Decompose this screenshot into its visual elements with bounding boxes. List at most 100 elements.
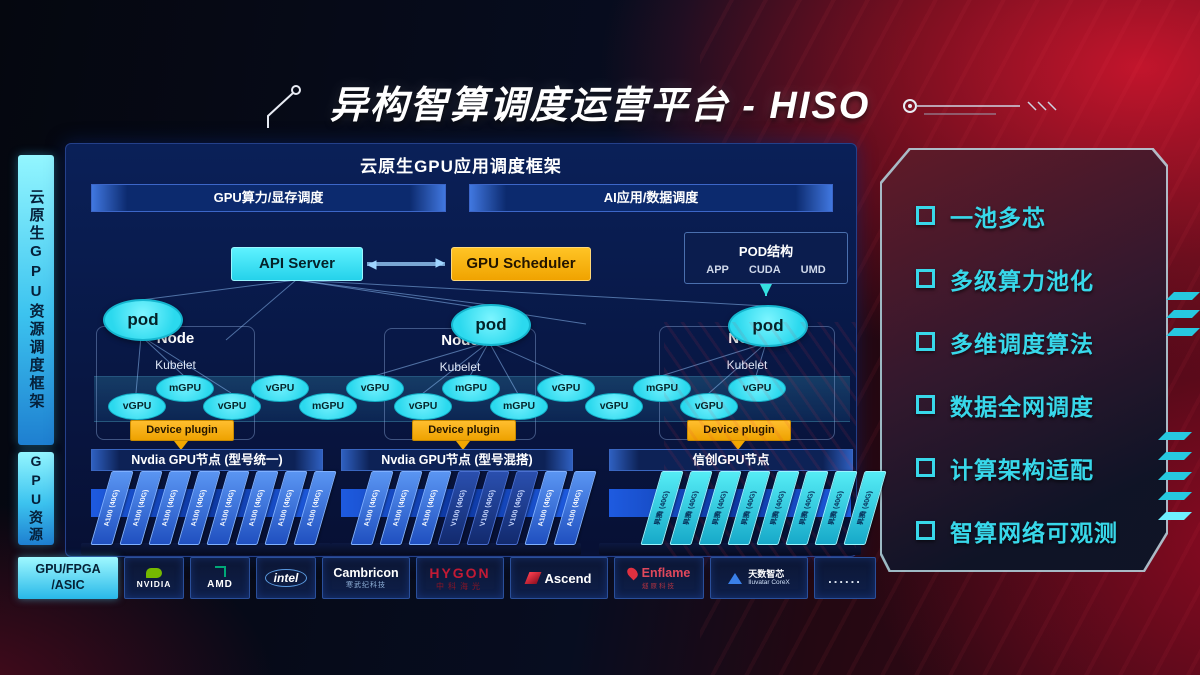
kubelet-label: Kubelet (439, 360, 481, 374)
pod-structure-item-cuda: CUDA (748, 263, 781, 276)
vendor-name: 天数智芯 (748, 569, 785, 580)
feature-item: 多级算力池化 (916, 247, 1168, 310)
gpu-unit-ellipse: vGPU (108, 393, 166, 420)
square-bullet-icon (916, 521, 935, 540)
subbar-ai-data-scheduling: AI应用/数据调度 (469, 184, 833, 212)
vendor-name: AMD (207, 579, 233, 590)
feature-label: 多维调度算法 (950, 330, 1094, 357)
vendor-cambricon: Cambricon 寒武纪科技 (322, 557, 410, 599)
feature-label: 智算网络可观测 (950, 519, 1118, 546)
pod-structure-item-umd: UMD (800, 263, 826, 276)
gpu-unit-ellipse: vGPU (394, 393, 452, 420)
kubelet-label: Kubelet (726, 358, 768, 372)
square-bullet-icon (916, 206, 935, 225)
pod-structure-item-app: APP (706, 263, 729, 276)
pod-ellipse-1: pod (103, 299, 183, 341)
api-server-box: API Server (231, 247, 363, 281)
square-bullet-icon (916, 332, 935, 351)
stack-base (331, 543, 581, 555)
square-bullet-icon (916, 458, 935, 477)
device-plugin-arrow-icon (731, 441, 745, 450)
cluster-title-xinchuang: 信创GPU节点 (609, 449, 853, 471)
nvidia-logo-icon (146, 567, 162, 578)
circuit-trace-right-icon (903, 99, 1057, 115)
pod-ellipse-2: pod (451, 304, 531, 346)
gpu-scheduler-box: GPU Scheduler (451, 247, 591, 281)
gpu-card-stack-1: A100 (40G) A100 (40G) A100 (40G) A100 (4… (90, 471, 337, 545)
device-plugin-arrow-icon (456, 441, 470, 450)
gpu-unit-ellipse: mGPU (442, 375, 500, 402)
gpu-card-stack-2: A100 (40G) A100 (40G) A100 (40G) V100 (4… (350, 471, 597, 545)
cluster-title-nvidia-mixed: Nvdia GPU节点 (型号混搭) (341, 449, 573, 471)
ascend-logo-icon (524, 572, 541, 584)
vendor-name: NVIDIA (136, 578, 172, 589)
feature-item: 智算网络可观测 (916, 499, 1168, 562)
device-plugin-box-1: Device plugin (130, 420, 234, 441)
square-bullet-icon (916, 269, 935, 288)
pod-structure-box: POD结构 APP CUDA UMD (684, 232, 848, 284)
vendor-others: ...... (814, 557, 876, 599)
vendor-hygon: HYGON 中科海光 (416, 557, 504, 599)
vendor-name: Ascend (544, 570, 592, 586)
feature-item: 计算架构适配 (916, 436, 1168, 499)
vendor-intel: intel (256, 557, 316, 599)
feature-item: 数据全网调度 (916, 373, 1168, 436)
sidebar-tab-cloud-native-gpu: 云原生GPU资源调度框架 (18, 155, 54, 445)
amd-logo-icon (214, 566, 226, 577)
intel-logo-icon: intel (264, 569, 308, 587)
device-plugin-box-2: Device plugin (412, 420, 516, 441)
gpu-unit-ellipse: mGPU (299, 393, 357, 420)
category-line1: GPU/FPGA (35, 562, 101, 577)
vendor-ascend: Ascend (510, 557, 608, 599)
gpu-unit-ellipse: vGPU (680, 393, 738, 420)
vendor-subname: 燧原科技 (642, 583, 676, 590)
category-line2: /ASIC (51, 578, 85, 592)
framework-header: 云原生GPU应用调度框架 (360, 157, 562, 176)
vendor-name: HYGON (429, 564, 491, 581)
gpu-card-stack-3: 昇腾 (40G) 昇腾 (40G) 昇腾 (40G) 昇腾 (40G) 昇腾 (… (640, 471, 887, 545)
features-panel: 一池多芯 多级算力池化 多维调度算法 数据全网调度 计算架构适配 智算网络可观测 (880, 148, 1168, 572)
features-panel-bg (882, 150, 1166, 570)
gpu-unit-ellipse: mGPU (490, 393, 548, 420)
gpu-unit-ellipse: vGPU (203, 393, 261, 420)
feature-label: 一池多芯 (950, 204, 1046, 231)
category-gpu-fpga-asic: GPU/FPGA /ASIC (18, 557, 118, 599)
feature-label: 计算架构适配 (950, 456, 1094, 483)
vendor-subname: 寒武纪科技 (346, 582, 386, 589)
cluster-title-nvidia-uniform: Nvdia GPU节点 (型号统一) (91, 449, 323, 471)
framework-panel: 云原生GPU应用调度框架 GPU算力/显存调度 AI应用/数据调度 (65, 143, 887, 562)
iluvatar-logo-icon (728, 572, 743, 584)
vendor-subname: 中科海光 (436, 581, 484, 591)
feature-item: 一池多芯 (916, 184, 1168, 247)
feature-label: 多级算力池化 (950, 267, 1094, 294)
pod-structure-title: POD结构 (738, 243, 794, 259)
gpu-unit-ellipse: vGPU (251, 375, 309, 402)
gpu-unit-ellipse: vGPU (728, 375, 786, 402)
stack-base (599, 543, 861, 555)
vendor-name: Cambricon (333, 566, 399, 580)
vendor-name: Enflame (641, 566, 691, 580)
gpu-unit-ellipse: mGPU (633, 375, 691, 402)
gpu-unit-ellipse: vGPU (537, 375, 595, 402)
circuit-node-left-icon (267, 85, 301, 128)
gpu-unit-ellipse: mGPU (156, 375, 214, 402)
stack-base (81, 543, 331, 555)
sidebar-tab-gpu-resources: GPU资源 (18, 452, 54, 545)
vendor-nvidia: NVIDIA (124, 557, 184, 599)
device-plugin-arrow-icon (174, 441, 188, 450)
gpu-unit-ellipse: vGPU (346, 375, 404, 402)
vendor-iluvatar: 天数智芯 Iluvatar CoreX (710, 557, 808, 599)
vendor-amd: AMD (190, 557, 250, 599)
page-title: 异构智算调度运营平台 - HISO (329, 85, 871, 127)
kubelet-label: Kubelet (155, 358, 196, 372)
subbar-gpu-compute-scheduling: GPU算力/显存调度 (91, 184, 446, 212)
vendor-bar: GPU/FPGA /ASIC NVIDIA AMD intel Cambrico… (18, 557, 876, 599)
gpu-unit-ellipse: vGPU (585, 393, 643, 420)
feature-label: 数据全网调度 (950, 393, 1094, 420)
device-plugin-box-3: Device plugin (687, 420, 791, 441)
pod-ellipse-3: pod (728, 305, 808, 347)
feature-item: 多维调度算法 (916, 310, 1168, 373)
square-bullet-icon (916, 395, 935, 414)
ellipsis-label: ...... (828, 570, 862, 586)
